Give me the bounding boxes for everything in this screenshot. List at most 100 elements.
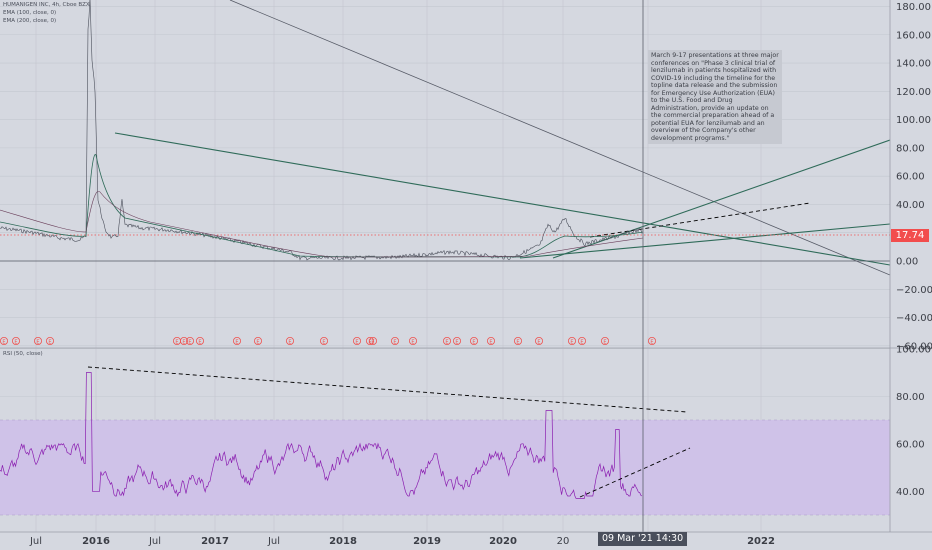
rsi-band [0, 420, 890, 515]
price-tick-label: 60.00 [896, 172, 925, 183]
earnings-marker: E [232, 336, 241, 345]
earnings-marker: E [368, 336, 377, 345]
price-tick-label: 0.00 [896, 257, 918, 268]
price-tick-label: 80.00 [896, 143, 925, 154]
svg-text:E: E [355, 339, 358, 345]
svg-text:E: E [288, 339, 291, 345]
svg-text:E: E [472, 339, 475, 345]
earnings-marker: E [179, 336, 188, 345]
svg-text:E: E [368, 339, 371, 345]
svg-text:E: E [650, 339, 653, 345]
time-tick-label: 2016 [82, 536, 110, 547]
svg-text:E: E [393, 339, 396, 345]
earnings-marker: E [319, 336, 328, 345]
trendline-long-descending [229, 0, 891, 276]
earnings-marker: E [390, 336, 399, 345]
rsi-tick-label: 40.00 [896, 487, 925, 498]
rsi-trendline-lower [579, 447, 691, 498]
earnings-marker: E [46, 336, 55, 345]
price-tick-label: 40.00 [896, 200, 925, 211]
svg-text:E: E [603, 339, 606, 345]
earnings-marker: E [442, 336, 451, 345]
rsi-axis[interactable]: 100.00 80.00 60.00 40.00 [896, 344, 931, 498]
earnings-marker: E [253, 336, 262, 345]
price-tick-label: −60.00 [896, 341, 932, 352]
earnings-marker: E [352, 336, 361, 345]
svg-text:E: E [175, 339, 178, 345]
price-tick-label: −20.00 [896, 285, 932, 296]
annotation-note[interactable]: March 9-17 presentations at three major … [648, 50, 782, 144]
price-tick-label: 100.00 [896, 115, 931, 126]
svg-text:E: E [235, 339, 238, 345]
price-tick-label: −40.00 [896, 313, 932, 324]
earnings-marker: E [0, 336, 8, 345]
trendline-green-ascending [519, 223, 891, 259]
svg-text:E: E [489, 339, 492, 345]
svg-text:E: E [188, 339, 191, 345]
rsi-tick-label: 80.00 [896, 392, 925, 403]
svg-text:E: E [455, 339, 458, 345]
rsi-tick-label: 60.00 [896, 439, 925, 450]
price-axis[interactable]: 180.00 160.00 140.00 120.00 100.00 80.00 60.00… [896, 2, 932, 352]
rsi-series [0, 372, 643, 499]
ema-100-series [0, 154, 644, 258]
price-series [0, 0, 643, 261]
svg-text:E: E [14, 339, 17, 345]
price-tick-label: 180.00 [896, 2, 931, 13]
svg-text:E: E [198, 339, 201, 345]
svg-text:E: E [322, 339, 325, 345]
earnings-marker: E [185, 336, 194, 345]
earnings-marker: E [601, 336, 610, 345]
rsi-tick-label: 100.00 [896, 344, 931, 355]
trendline-green-ascending-steep [552, 139, 891, 259]
trendlines[interactable] [0, 0, 891, 276]
time-tick-label: 2019 [413, 536, 441, 547]
time-tick-label: Jul [148, 536, 161, 547]
legend-ema-100[interactable]: EMA (100, close, 0) [3, 10, 57, 16]
time-tick-label: Jul [29, 536, 42, 547]
svg-text:E: E [182, 339, 185, 345]
earnings-marker: E [285, 336, 294, 345]
svg-text:E: E [2, 339, 5, 345]
time-tick-label: 2022 [747, 536, 775, 547]
earnings-marker: E [34, 336, 43, 345]
trendline-green-descending [114, 132, 891, 266]
svg-text:E: E [411, 339, 414, 345]
legend-symbol[interactable]: HUMANIGEN INC, 4h, Cboe BZX [3, 2, 90, 8]
svg-text:E: E [445, 339, 448, 345]
svg-text:E: E [48, 339, 51, 345]
earnings-marker: E [469, 336, 478, 345]
svg-text:E: E [256, 339, 259, 345]
time-tick-label: 2018 [329, 536, 357, 547]
earnings-marker: E [568, 336, 577, 345]
time-tick-label: 20 [557, 536, 570, 547]
svg-text:E: E [580, 339, 583, 345]
crosshair-time-label: 09 Mar '21 14:30 [598, 532, 688, 546]
price-tick-label: 160.00 [896, 30, 931, 41]
earnings-marker: E [648, 336, 657, 345]
legend-rsi[interactable]: RSI (50, close) [3, 351, 43, 357]
svg-text:E: E [36, 339, 39, 345]
rsi-trendline-upper [87, 366, 688, 413]
svg-text:E: E [537, 339, 540, 345]
svg-text:E: E [516, 339, 519, 345]
earnings-marker: E [408, 336, 417, 345]
earnings-marker: E [514, 336, 523, 345]
legend-ema-200[interactable]: EMA (200, close, 0) [3, 18, 57, 24]
svg-text:E: E [371, 339, 374, 345]
earnings-marker: E [365, 336, 374, 345]
time-tick-label: Jul [267, 536, 280, 547]
earnings-marker: E [11, 336, 20, 345]
ema-200-series [0, 190, 644, 258]
earnings-marker: E [195, 336, 204, 345]
earnings-marker: E [452, 336, 461, 345]
earnings-marker: E [535, 336, 544, 345]
price-tick-label: 140.00 [896, 59, 931, 70]
earnings-marker: E [578, 336, 587, 345]
earnings-marker: E [486, 336, 495, 345]
earnings-marker: E [172, 336, 181, 345]
svg-text:E: E [570, 339, 573, 345]
price-tick-label: 120.00 [896, 87, 931, 98]
